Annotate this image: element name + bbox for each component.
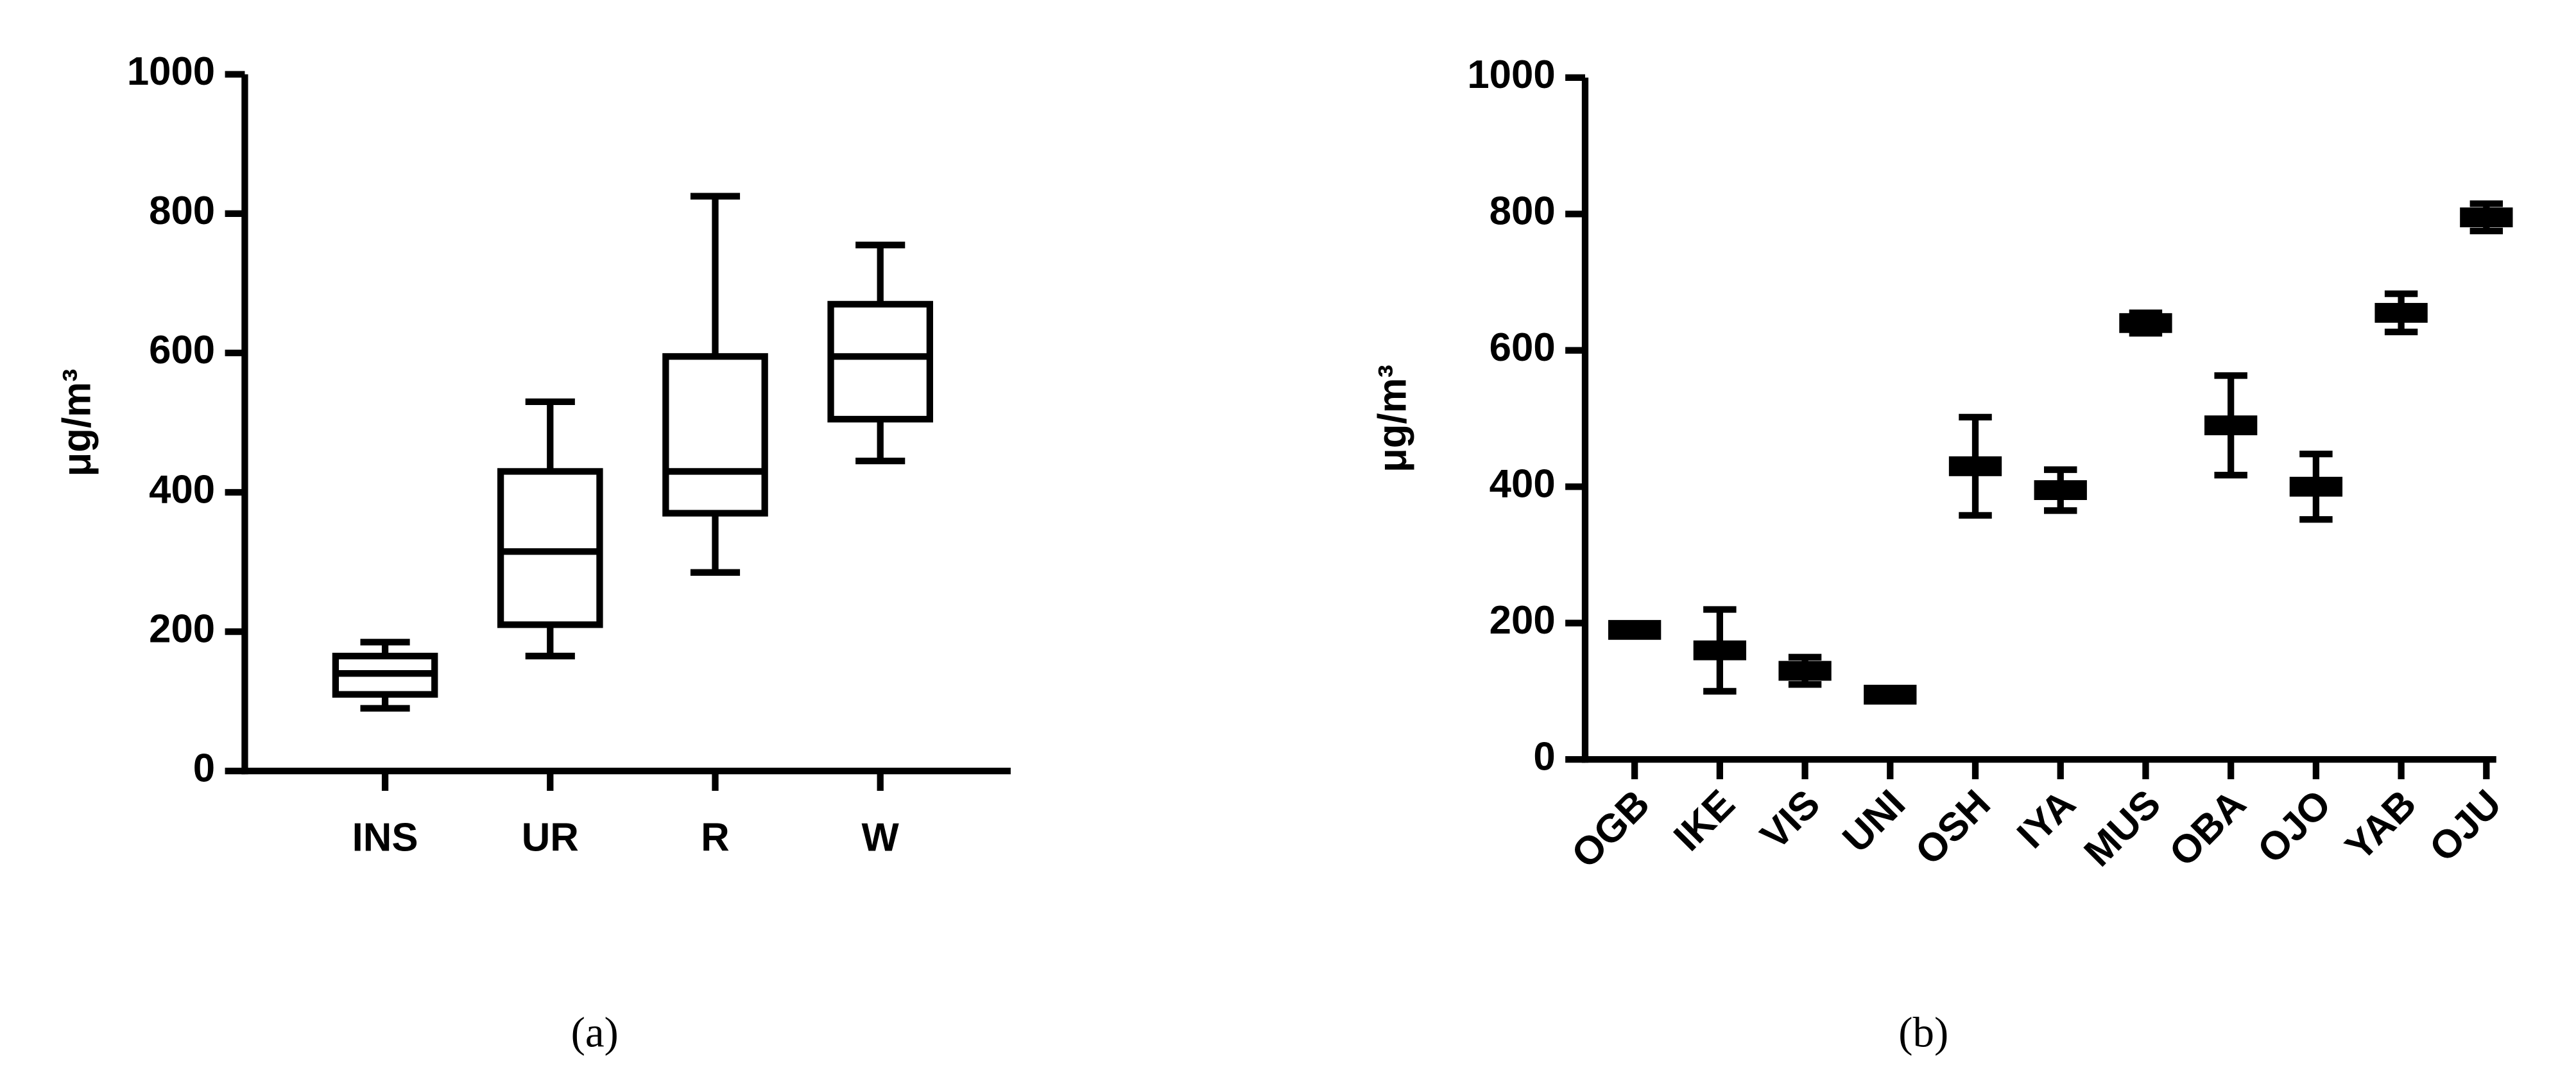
mean-marker: [1948, 456, 2002, 476]
x-tick-label: MUS: [2076, 782, 2170, 876]
x-tick-label: OJU: [2421, 782, 2511, 871]
y-tick-label: 800: [1490, 189, 1556, 234]
box: [497, 468, 603, 628]
y-tick-label: 0: [193, 746, 215, 790]
y-tick-label: 400: [149, 467, 215, 512]
y-tick-label: 600: [1490, 325, 1556, 370]
x-tick-label: YAB: [2337, 782, 2425, 870]
mean-marker: [1778, 661, 1832, 681]
x-tick-label: OJO: [2249, 782, 2340, 872]
x-tick-label: INS: [352, 815, 418, 859]
mean-marker: [2119, 313, 2172, 333]
y-tick-label: 1000: [127, 49, 215, 94]
mean-marker: [2374, 302, 2428, 323]
box: [827, 300, 934, 423]
x-tick-label: IYA: [2009, 782, 2084, 858]
caption: (b): [1898, 1009, 1948, 1057]
x-tick-label: UNI: [1834, 782, 1914, 861]
box: [662, 353, 768, 517]
y-axis-label: μg/m³: [1370, 365, 1414, 472]
caption: (a): [571, 1009, 619, 1057]
x-tick-label: OBA: [2161, 782, 2254, 876]
y-tick-label: 400: [1490, 462, 1556, 506]
mean-marker: [1864, 684, 1917, 705]
x-tick-label: OSH: [1907, 782, 1999, 874]
mean-marker: [2204, 415, 2258, 436]
y-tick-label: 600: [149, 328, 215, 372]
mean-marker: [1608, 619, 1662, 640]
y-tick-label: 1000: [1467, 53, 1555, 97]
y-tick-label: 800: [149, 189, 215, 233]
y-tick-label: 0: [1533, 734, 1555, 779]
x-tick-label: UR: [522, 815, 579, 859]
mean-marker: [2460, 207, 2513, 228]
x-tick-label: W: [862, 815, 900, 859]
x-tick-label: VIS: [1752, 782, 1828, 858]
x-tick-label: R: [701, 815, 730, 859]
y-axis-label: μg/m³: [55, 368, 99, 476]
mean-marker: [1693, 640, 1747, 661]
x-tick-label: OGB: [1563, 782, 1658, 877]
mean-marker: [2289, 476, 2343, 497]
x-tick-label: IKE: [1665, 782, 1744, 860]
y-tick-label: 200: [1490, 598, 1556, 643]
y-tick-label: 200: [149, 607, 215, 651]
mean-marker: [2034, 480, 2087, 500]
